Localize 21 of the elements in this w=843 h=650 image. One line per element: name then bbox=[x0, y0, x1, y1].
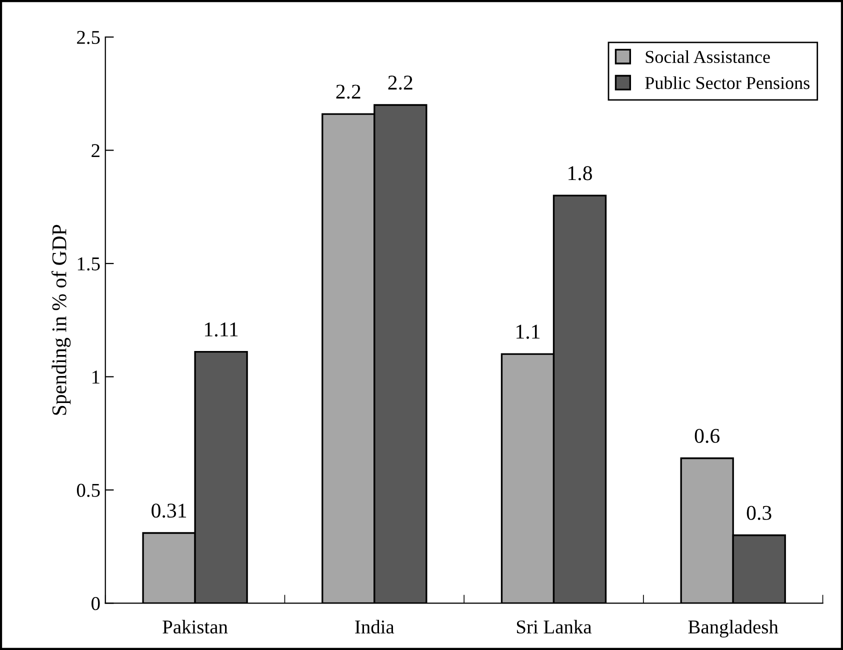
legend-label: Public Sector Pensions bbox=[645, 76, 810, 90]
y-tick-label: 1.5 bbox=[78, 257, 100, 271]
data-label: 1.8 bbox=[568, 166, 592, 180]
data-label: 1.1 bbox=[516, 324, 540, 339]
data-label: 2.2 bbox=[388, 76, 412, 90]
x-tick-label: Pakistan bbox=[162, 620, 228, 634]
legend-label: Social Assistance bbox=[646, 50, 770, 64]
y-tick-label: 2.5 bbox=[77, 30, 100, 44]
data-label: 0.6 bbox=[694, 428, 720, 444]
x-tick-label: India bbox=[355, 620, 394, 634]
data-label: 0.3 bbox=[746, 506, 772, 520]
data-label: 1.11 bbox=[205, 322, 238, 337]
x-tick-label: Bangladesh bbox=[688, 620, 778, 638]
y-tick-label: 1 bbox=[92, 370, 100, 384]
y-tick-label: 0 bbox=[92, 597, 100, 610]
y-tick-label: 0.5 bbox=[76, 484, 100, 497]
data-label: 2.2 bbox=[336, 84, 360, 99]
y-tick-label: 2 bbox=[92, 144, 100, 158]
x-tick-label: Sri Lanka bbox=[516, 620, 592, 634]
data-label: 0.31 bbox=[152, 504, 186, 518]
y-axis-title: Spending in % of GDP bbox=[51, 224, 71, 415]
